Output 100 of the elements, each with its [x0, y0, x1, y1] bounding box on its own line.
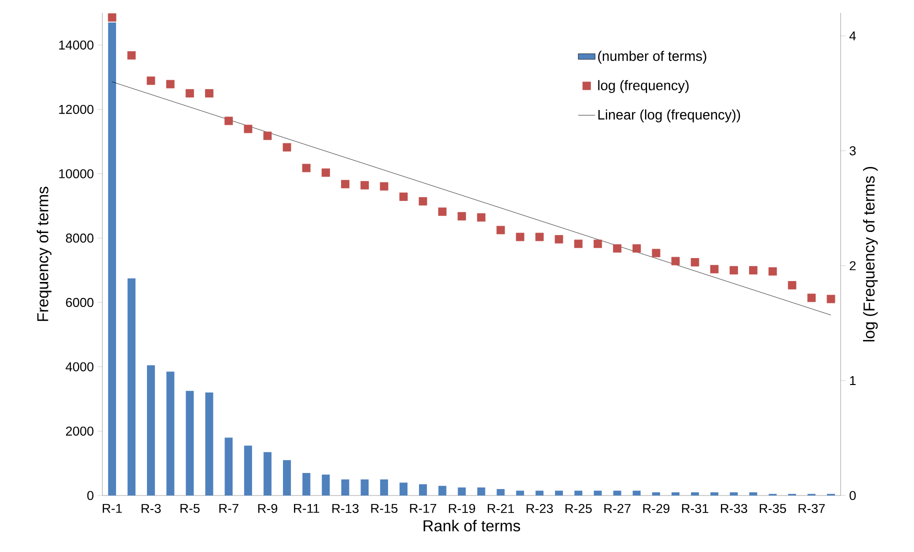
x-tick-label: R-15	[371, 504, 398, 513]
bar	[458, 487, 466, 496]
x-axis-title: Rank of terms	[424, 520, 520, 532]
bar	[594, 490, 602, 496]
point	[807, 294, 816, 302]
legend-label: log (frequency)	[598, 80, 689, 94]
point	[690, 258, 700, 266]
point	[108, 13, 116, 22]
bar	[516, 490, 524, 496]
y2-axis-title: log (Frequency of terms )	[863, 166, 878, 342]
bar	[438, 486, 446, 496]
point	[186, 89, 194, 98]
x-tick-label: R-33	[720, 504, 748, 514]
bar	[264, 452, 272, 496]
point	[127, 51, 136, 60]
bar	[244, 446, 252, 496]
point	[652, 248, 660, 258]
point	[302, 164, 311, 172]
bar	[108, 22, 116, 496]
bar	[554, 490, 563, 496]
point	[380, 182, 388, 191]
bar	[730, 492, 738, 496]
x-tick-label: R-1	[102, 504, 122, 513]
point	[477, 213, 486, 222]
point	[263, 132, 272, 140]
point	[282, 143, 292, 152]
y2-tick-label: 4	[849, 31, 856, 40]
x-tick-label: R-31	[682, 504, 708, 514]
point	[360, 181, 369, 190]
y2-tick-label: 2	[850, 261, 856, 270]
point	[554, 235, 564, 244]
y-tick-label: 4000	[66, 362, 94, 372]
bar	[672, 492, 680, 496]
point	[341, 180, 350, 188]
x-tick-label: R-19	[448, 504, 476, 514]
point	[166, 80, 175, 88]
y2-tick-label: 3	[850, 146, 856, 156]
x-tick-label: R-35	[760, 504, 786, 514]
bar	[380, 479, 388, 496]
bar	[166, 372, 174, 496]
legend-label: Linear (log (frequency))	[598, 109, 740, 122]
x-tick-label: R-11	[294, 504, 320, 513]
x-tick-label: R-37	[798, 504, 825, 514]
bar	[146, 365, 155, 496]
point	[710, 264, 719, 274]
x-tick-label: R-21	[488, 504, 514, 513]
x-tick-label: R-3	[142, 504, 161, 514]
bar	[632, 490, 641, 496]
y-tick-label: 0	[87, 490, 94, 500]
bar	[574, 490, 582, 496]
bar	[690, 492, 699, 496]
point	[535, 232, 544, 242]
bar	[186, 390, 194, 496]
bar	[477, 487, 486, 496]
bar	[224, 438, 233, 496]
point	[788, 281, 796, 290]
point	[594, 240, 602, 248]
bar	[302, 472, 310, 496]
point	[749, 266, 758, 274]
y-tick-label: 12000	[59, 104, 94, 114]
x-tick-label: R-7	[219, 504, 238, 513]
y-tick-label: 2000	[66, 426, 94, 436]
bar	[360, 479, 369, 496]
x-tick-label: R-27	[604, 504, 630, 513]
bar	[710, 492, 718, 496]
y-tick-label: 8000	[66, 234, 94, 243]
x-tick-label: R-13	[332, 504, 359, 514]
x-tick-label: R-5	[180, 504, 200, 513]
legend-label: (number of terms)	[598, 50, 706, 64]
point	[224, 116, 233, 126]
x-tick-label: R-29	[643, 504, 670, 514]
point	[399, 192, 408, 201]
y-tick-label: 10000	[59, 169, 94, 178]
point	[826, 294, 836, 304]
point	[613, 244, 622, 253]
y-tick-label: 6000	[66, 298, 94, 307]
point	[146, 76, 156, 85]
point	[632, 244, 641, 253]
y-tick-label: 14000	[59, 40, 94, 50]
bar	[652, 492, 660, 496]
point	[730, 266, 738, 274]
bar	[613, 490, 622, 496]
bar	[536, 490, 544, 496]
bar	[322, 474, 330, 496]
point	[574, 240, 583, 248]
bar	[205, 392, 214, 496]
point	[418, 197, 428, 206]
bar	[341, 479, 350, 496]
bar	[400, 482, 408, 496]
point	[322, 168, 330, 177]
bar	[128, 278, 136, 496]
bar	[418, 484, 427, 496]
x-tick-label: R-17	[410, 504, 436, 513]
point	[516, 232, 524, 242]
point	[496, 226, 505, 234]
y-axis-title: Frequency of terms	[36, 186, 52, 321]
bar	[496, 489, 505, 496]
point	[205, 89, 214, 98]
x-tick-label: R-9	[258, 504, 278, 514]
point	[438, 208, 447, 216]
